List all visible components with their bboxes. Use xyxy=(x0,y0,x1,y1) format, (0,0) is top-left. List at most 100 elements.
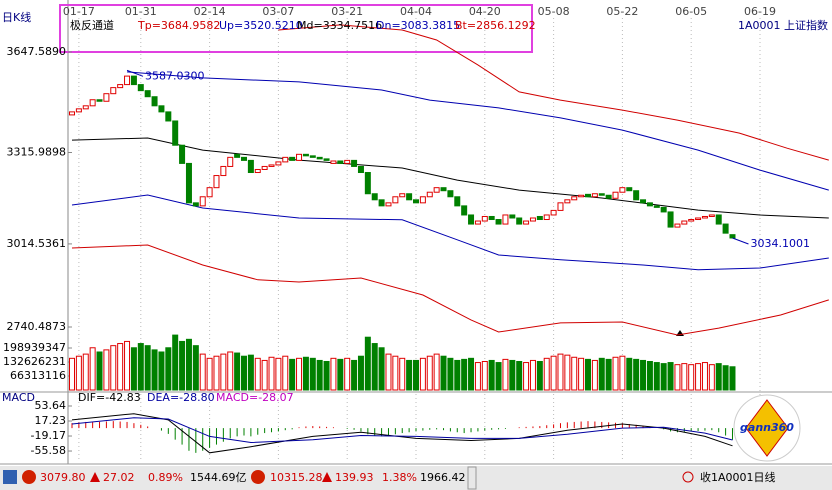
volume-bar xyxy=(275,357,282,391)
volume-bar xyxy=(543,357,550,391)
candle xyxy=(660,206,667,213)
candle xyxy=(461,205,468,216)
volume-bar xyxy=(371,343,378,391)
candle xyxy=(337,160,344,164)
sz-price: 10315.28 xyxy=(270,471,323,484)
volume-bar xyxy=(220,353,227,391)
candle xyxy=(571,196,578,201)
volume-bar xyxy=(447,357,454,391)
candle xyxy=(488,215,495,221)
candle xyxy=(69,111,75,116)
candle xyxy=(399,193,406,198)
candle xyxy=(598,193,605,196)
volume-bar xyxy=(213,355,220,391)
volume-bar xyxy=(330,357,337,391)
volume-bar xyxy=(357,355,364,391)
volume-bar xyxy=(605,358,612,391)
candle xyxy=(247,159,254,174)
candle xyxy=(543,214,550,221)
candle xyxy=(82,105,89,110)
volume-bar xyxy=(516,360,523,391)
volume-bar xyxy=(337,358,344,391)
y-tick-label: 66313116 xyxy=(10,369,66,382)
volume-bar xyxy=(89,347,96,391)
x-tick-label: 05-22 xyxy=(606,5,638,18)
candle xyxy=(454,196,461,207)
volume-bar xyxy=(385,353,392,391)
sh-pct: 0.89% xyxy=(148,471,183,484)
volume-bar xyxy=(241,355,247,391)
volume-bar xyxy=(406,359,413,391)
volume-bar xyxy=(172,334,179,391)
indicator-name: 极反通道 xyxy=(70,18,114,32)
volume-bar xyxy=(151,349,158,391)
candle xyxy=(406,193,413,201)
volume-bar xyxy=(598,357,605,391)
volume-bar xyxy=(502,358,509,391)
candle xyxy=(124,75,131,86)
volume-bar xyxy=(578,357,585,391)
volume-bar xyxy=(344,357,351,391)
y-tick-label: 3014.5361 xyxy=(7,237,67,250)
volume-bar xyxy=(413,359,419,391)
candle xyxy=(213,175,220,189)
candle xyxy=(626,187,633,192)
legend-entry: MACD=-28.07 xyxy=(216,391,294,404)
candle xyxy=(433,187,440,193)
volume-bar xyxy=(550,355,557,391)
status-icon xyxy=(22,470,36,484)
volume-bar xyxy=(633,358,640,391)
candle xyxy=(378,199,385,207)
volume-bar xyxy=(461,358,468,391)
volume-bar xyxy=(316,359,323,391)
candle xyxy=(165,111,172,122)
candle xyxy=(344,159,351,164)
volume-bar xyxy=(110,345,117,391)
candle xyxy=(646,202,653,207)
volume-bar xyxy=(124,340,131,391)
candle xyxy=(633,190,640,201)
candle xyxy=(688,219,695,222)
candle xyxy=(234,153,241,158)
volume-bar xyxy=(585,358,591,391)
volume-bar xyxy=(261,359,268,391)
macd-title: MACD xyxy=(2,391,35,404)
volume-bar xyxy=(323,360,330,391)
legend-entry: DEA=-28.80 xyxy=(147,391,215,404)
candle xyxy=(612,191,619,199)
status-right: 收1A0001日线 xyxy=(700,470,776,484)
volume-bar xyxy=(474,362,481,391)
candle xyxy=(75,108,82,113)
volume-bar xyxy=(426,355,433,391)
candle xyxy=(708,214,715,217)
volume-bar xyxy=(75,355,82,391)
volume-bar xyxy=(103,349,110,391)
volume-bar xyxy=(571,356,578,391)
candle xyxy=(495,219,502,225)
x-tick-label: 01-17 xyxy=(63,5,95,18)
candle xyxy=(192,202,199,207)
symbol: 1A0001 上证指数 xyxy=(738,18,828,32)
candle xyxy=(151,96,158,107)
candle xyxy=(289,156,296,161)
x-tick-label: 05-08 xyxy=(538,5,570,18)
y-tick-label: 198939347 xyxy=(3,341,66,354)
volume-bar xyxy=(564,354,571,391)
candle xyxy=(729,234,736,239)
candle xyxy=(715,214,722,225)
volume-bar xyxy=(468,357,475,391)
candle xyxy=(447,190,454,198)
volume-bar xyxy=(296,357,303,391)
candle xyxy=(440,187,447,192)
candle xyxy=(185,162,192,204)
candle xyxy=(130,75,137,86)
x-tick-label: 03-21 xyxy=(331,5,363,18)
candle xyxy=(578,194,585,198)
candle xyxy=(550,209,557,216)
status-icon xyxy=(3,470,17,484)
volume-bar xyxy=(640,359,647,391)
candle xyxy=(695,217,702,221)
candle xyxy=(523,220,530,225)
chart-title: 日K线 xyxy=(2,10,31,24)
